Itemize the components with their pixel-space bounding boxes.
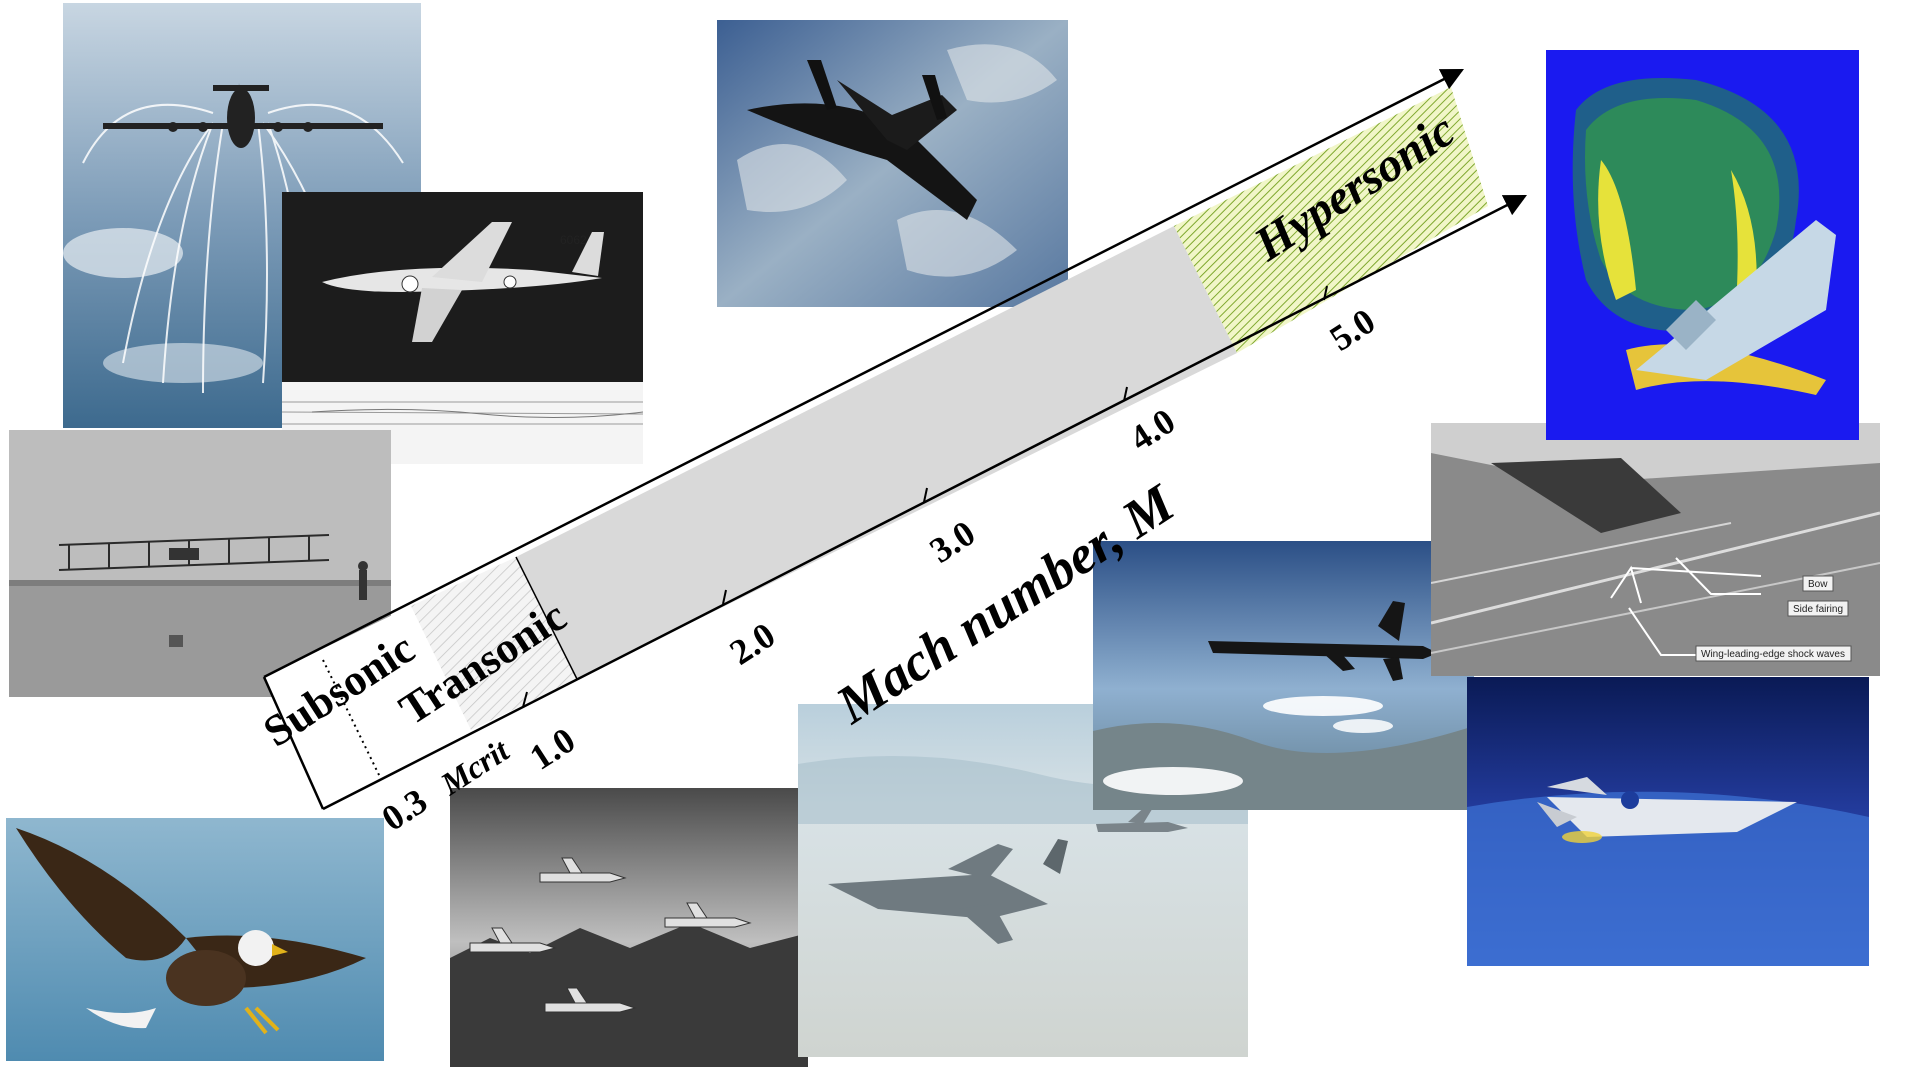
callout-bow: Bow <box>1808 579 1828 590</box>
tick-2 <box>722 589 727 605</box>
tick-label-3-0: 3.0 <box>923 513 983 571</box>
cfd-shuttle-photo <box>1546 50 1859 440</box>
band-bottom-edge <box>322 194 1528 811</box>
nasa-hypersonic-vehicle-photo <box>1467 677 1869 966</box>
band-top-edge <box>263 68 1465 679</box>
tick-label-5-0: 5.0 <box>1323 301 1383 359</box>
hypersonic-region <box>1174 87 1488 353</box>
tick-label-0-3: 0.3 <box>375 781 435 839</box>
supersonic-region <box>516 226 1237 679</box>
tick-5 <box>1323 285 1328 301</box>
tick-label-4-0: 4.0 <box>1123 401 1183 459</box>
tick-label-1-0: 1.0 <box>523 720 583 778</box>
mcrit-dotted-line <box>322 659 381 778</box>
subsonic-region <box>264 606 471 809</box>
fighters-formation-photo <box>450 788 808 1067</box>
callout-side-fairing: Side fairing <box>1793 604 1843 615</box>
transonic-boundary <box>515 556 578 680</box>
eagle-photo <box>6 818 384 1061</box>
callout-wing-shock: Wing-leading-edge shock waves <box>1701 649 1845 660</box>
sr71-photo <box>717 20 1068 307</box>
bell-x1-photo: 6062 <box>282 192 643 464</box>
tick-1 <box>522 691 528 708</box>
shadowgraph-photo: Bow Side fairing Wing-leading-edge shock… <box>1431 423 1880 676</box>
wright-flyer-photo <box>9 430 391 697</box>
x15-photo <box>1093 541 1474 810</box>
tick-label-2-0: 2.0 <box>723 615 783 673</box>
tail-number: 6062 <box>560 233 587 247</box>
transonic-region <box>411 557 577 730</box>
tick-3 <box>923 487 928 503</box>
tick-4 <box>1123 386 1128 402</box>
band-left-edge <box>262 676 325 810</box>
